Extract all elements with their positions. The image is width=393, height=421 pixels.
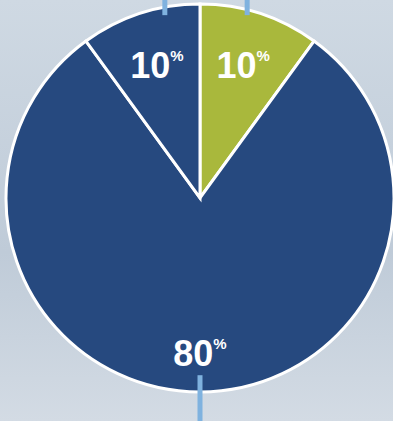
svg-text:10%: 10% xyxy=(216,45,269,86)
svg-text:10%: 10% xyxy=(130,45,183,86)
svg-text:80%: 80% xyxy=(173,333,226,374)
